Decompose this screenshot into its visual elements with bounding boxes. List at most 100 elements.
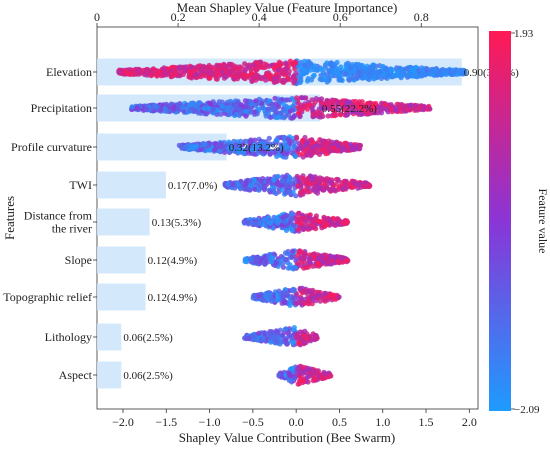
swarm-point xyxy=(322,217,328,223)
swarm-point xyxy=(343,146,349,153)
swarm-point xyxy=(356,61,362,68)
swarm-point xyxy=(163,72,169,78)
swarm-point xyxy=(287,176,293,182)
swarm-point xyxy=(451,69,457,75)
colorbar-title: Feature value xyxy=(536,189,550,254)
swarm-point xyxy=(242,98,248,104)
swarm-point xyxy=(271,189,277,195)
swarm-point xyxy=(253,98,259,104)
swarm-point xyxy=(358,111,364,117)
swarm-point xyxy=(323,254,329,260)
swarm-point xyxy=(339,101,346,108)
swarm-point xyxy=(360,107,366,113)
swarm-point xyxy=(317,218,323,225)
feature-label: Lithology xyxy=(45,330,92,344)
swarm-point xyxy=(253,220,259,227)
swarm-point xyxy=(312,63,318,69)
swarm-point xyxy=(202,141,208,148)
swarm-point xyxy=(312,377,318,383)
swarm-point xyxy=(292,59,298,65)
swarm-point xyxy=(323,290,329,296)
colorbar-max-label: 1.93 xyxy=(514,28,534,40)
swarm-point xyxy=(266,63,272,69)
bar-value-label: 0.17(7.0%) xyxy=(168,180,218,192)
swarm-point xyxy=(301,265,307,271)
swarm-point xyxy=(351,68,357,75)
swarm-point xyxy=(352,180,358,186)
swarm-point xyxy=(215,143,221,149)
swarm-point xyxy=(206,64,212,70)
swarm-point xyxy=(281,219,288,225)
bottom-tick-label: −2.0 xyxy=(112,415,134,429)
swarm-point xyxy=(269,104,275,110)
swarm-point xyxy=(288,216,294,222)
swarm-point xyxy=(296,340,302,346)
swarm-point xyxy=(271,76,277,82)
swarm-point xyxy=(227,146,233,152)
swarm-point xyxy=(243,113,249,119)
swarm-point xyxy=(282,78,288,84)
swarm-point xyxy=(215,69,221,75)
bar-value-label: 0.32(13.2%) xyxy=(229,142,284,154)
swarm-point xyxy=(246,62,252,68)
swarm-point xyxy=(289,228,295,234)
swarm-point xyxy=(191,108,197,114)
swarm-point xyxy=(257,147,263,154)
swarm-point xyxy=(269,330,275,336)
swarm-point xyxy=(298,102,304,108)
swarm-point xyxy=(129,104,135,110)
swarm-point xyxy=(322,76,328,82)
swarm-point xyxy=(322,184,328,190)
swarm-point xyxy=(248,101,254,107)
swarm-point xyxy=(328,99,334,105)
swarm-point xyxy=(207,100,213,106)
swarm-point xyxy=(251,293,257,299)
swarm-point xyxy=(280,67,286,73)
swarm-point xyxy=(282,107,288,113)
swarm-point xyxy=(283,326,289,332)
swarm-point xyxy=(307,67,313,73)
swarm-point xyxy=(366,74,372,80)
swarm-point xyxy=(243,102,250,108)
swarm-point xyxy=(388,74,394,80)
swarm-point xyxy=(301,378,307,384)
swarm-point xyxy=(316,256,322,262)
colorbar xyxy=(489,31,511,411)
swarm-point xyxy=(295,381,301,387)
swarm-point xyxy=(248,257,254,263)
importance-bar xyxy=(97,246,146,274)
swarm-point xyxy=(288,138,294,145)
swarm-point xyxy=(210,106,216,112)
swarm-point xyxy=(383,66,389,72)
swarm-point xyxy=(365,104,372,111)
swarm-point xyxy=(299,215,305,221)
bottom-tick-label: −1.5 xyxy=(155,415,177,429)
swarm-point xyxy=(267,220,274,226)
bottom-tick-label: 0.0 xyxy=(289,415,304,429)
swarm-point xyxy=(298,220,304,226)
swarm-point xyxy=(327,373,333,379)
swarm-point xyxy=(207,147,213,153)
importance-bar xyxy=(97,171,166,199)
swarm-point xyxy=(291,325,297,331)
swarm-point xyxy=(382,102,388,108)
swarm-point xyxy=(229,181,235,187)
swarm-point xyxy=(397,73,403,79)
swarm-point xyxy=(317,298,323,304)
swarm-point xyxy=(293,70,299,76)
swarm-point xyxy=(256,142,262,148)
swarm-point xyxy=(440,71,446,77)
swarm-point xyxy=(288,180,294,186)
bar-value-label: 0.12(4.9%) xyxy=(148,255,198,267)
swarm-point xyxy=(273,109,279,115)
swarm-point xyxy=(286,370,292,376)
swarm-point xyxy=(229,68,235,74)
swarm-point xyxy=(364,101,371,107)
swarm-point xyxy=(305,289,312,295)
swarm-point xyxy=(296,249,302,255)
swarm-point xyxy=(329,186,335,192)
swarm-point xyxy=(245,219,251,225)
top-axis-title: Mean Shapley Value (Feature Importance) xyxy=(177,0,398,15)
swarm-point xyxy=(328,60,334,66)
